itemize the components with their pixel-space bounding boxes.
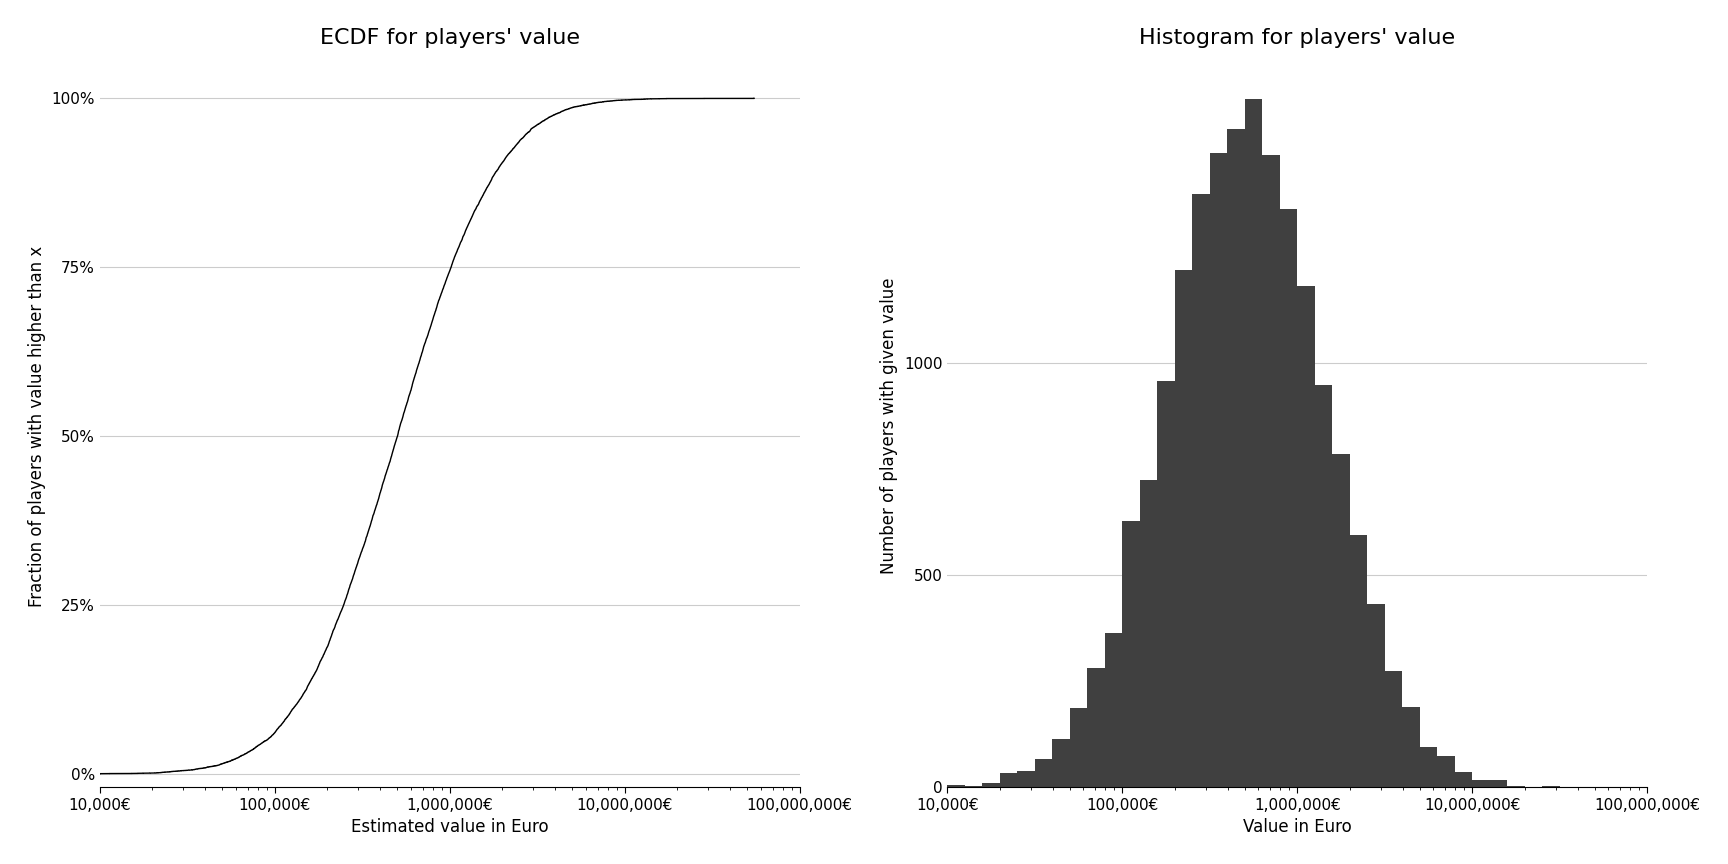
- Bar: [1507, 786, 1524, 787]
- Bar: [1261, 155, 1280, 787]
- Bar: [1052, 740, 1070, 787]
- Bar: [1210, 153, 1227, 787]
- Bar: [1035, 759, 1052, 787]
- Bar: [1175, 270, 1192, 787]
- Bar: [1104, 632, 1121, 787]
- Bar: [1280, 209, 1298, 787]
- Bar: [1438, 756, 1455, 787]
- Bar: [1472, 779, 1490, 787]
- Bar: [1070, 708, 1087, 787]
- Bar: [982, 783, 1001, 787]
- Y-axis label: Fraction of players with value higher than x: Fraction of players with value higher th…: [28, 245, 45, 607]
- Bar: [1121, 521, 1140, 787]
- Bar: [1384, 671, 1401, 787]
- Y-axis label: Number of players with given value: Number of players with given value: [880, 277, 899, 575]
- Bar: [1332, 454, 1350, 787]
- Bar: [947, 785, 964, 787]
- Bar: [1244, 99, 1261, 787]
- Bar: [1087, 668, 1104, 787]
- X-axis label: Value in Euro: Value in Euro: [1242, 818, 1351, 836]
- Title: Histogram for players' value: Histogram for players' value: [1139, 28, 1455, 48]
- Bar: [1315, 385, 1332, 787]
- Title: ECDF for players' value: ECDF for players' value: [320, 28, 579, 48]
- Bar: [1420, 747, 1438, 787]
- Bar: [964, 785, 982, 787]
- Bar: [1367, 604, 1384, 787]
- Bar: [1158, 381, 1175, 787]
- Bar: [1490, 779, 1507, 787]
- Bar: [1298, 286, 1315, 787]
- Bar: [1401, 707, 1420, 787]
- Bar: [1140, 480, 1158, 787]
- X-axis label: Estimated value in Euro: Estimated value in Euro: [351, 818, 548, 836]
- Bar: [1192, 194, 1210, 787]
- Bar: [1227, 129, 1244, 787]
- Bar: [1018, 771, 1035, 787]
- Bar: [1455, 772, 1472, 787]
- Bar: [1001, 773, 1018, 787]
- Bar: [1350, 535, 1367, 787]
